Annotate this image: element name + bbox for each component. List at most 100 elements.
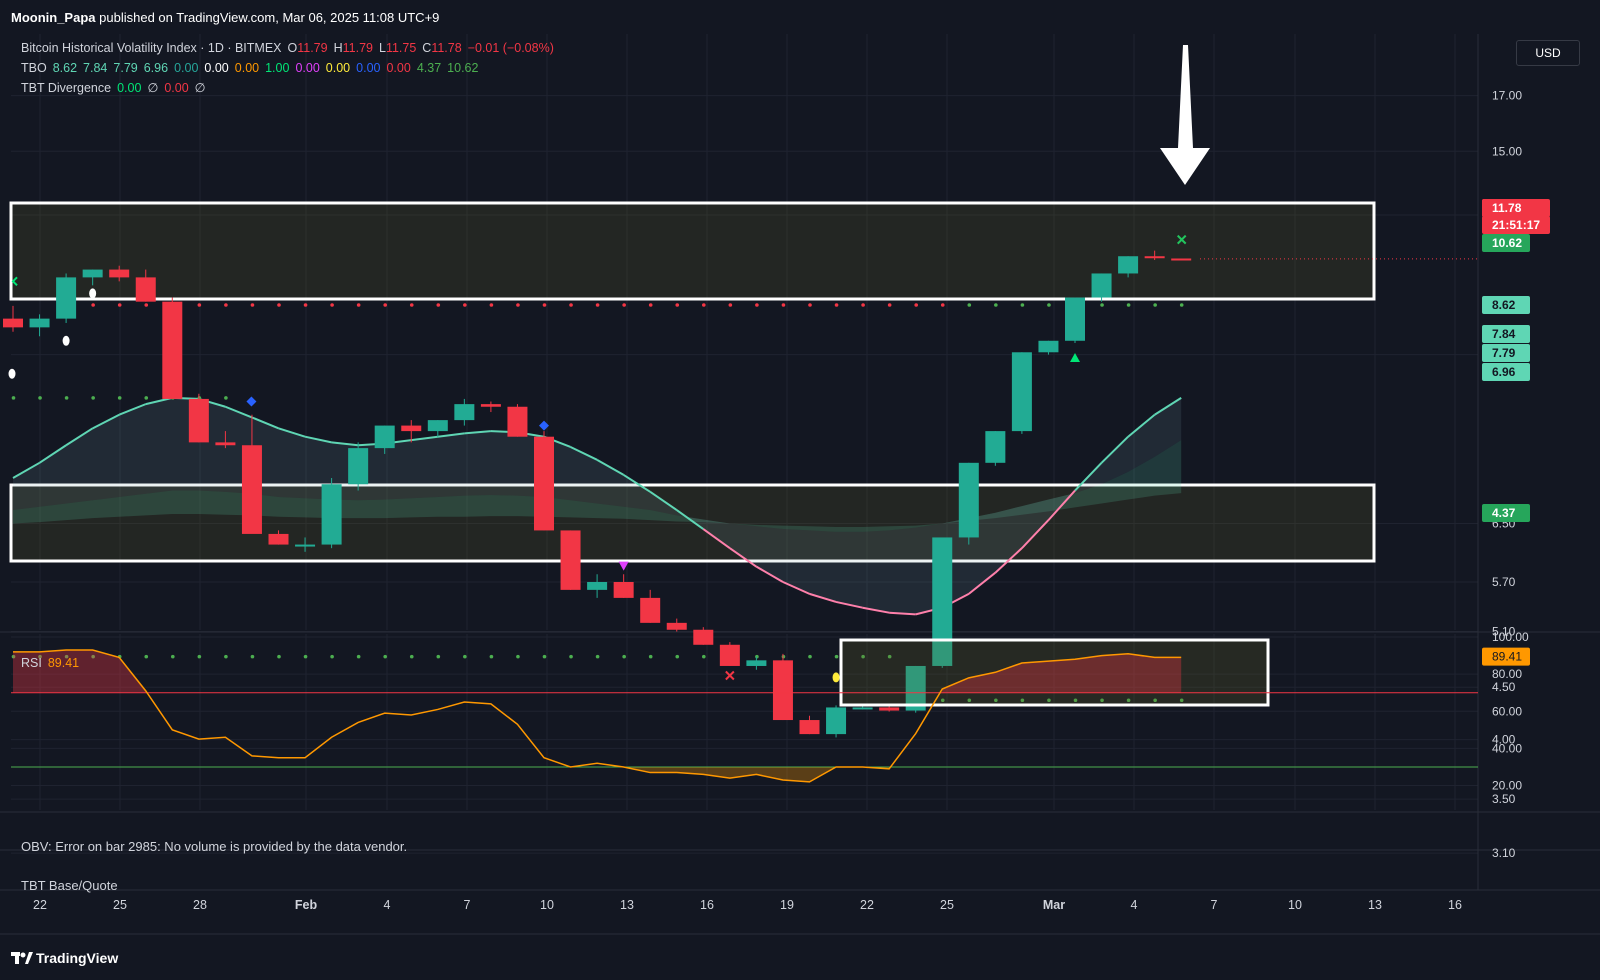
candle-body[interactable] (29, 318, 50, 328)
red-x-marker (725, 670, 735, 681)
price-axis-label: 8.62 (1482, 296, 1530, 314)
candle-body[interactable] (985, 431, 1006, 463)
candle-body[interactable] (215, 442, 236, 446)
currency-button[interactable]: USD (1516, 40, 1580, 66)
candle-body[interactable] (879, 707, 900, 711)
support-dot (702, 654, 706, 659)
candle-body[interactable] (82, 269, 103, 278)
candle-body[interactable] (507, 406, 528, 437)
tradingview-logo[interactable]: TradingView (11, 950, 118, 968)
support-dot (64, 654, 69, 659)
price-tick-label: 17.00 (1492, 89, 1522, 103)
support-dot (1020, 698, 1025, 703)
support-dot (994, 698, 998, 703)
candle-body[interactable] (295, 544, 316, 547)
support-dot (463, 654, 467, 659)
candle-body[interactable] (374, 425, 395, 449)
candle-body[interactable] (1038, 340, 1059, 353)
support-dot (648, 654, 653, 659)
down-arrow-annotation (1160, 45, 1210, 185)
candle-body[interactable] (772, 660, 793, 721)
publisher-name[interactable]: Moonin_Papa published on TradingView.com… (11, 10, 440, 25)
candle-body[interactable] (640, 597, 661, 623)
candle-body[interactable] (1011, 352, 1032, 432)
resistance-dot (648, 303, 653, 307)
candle-body[interactable] (693, 629, 714, 645)
candle-body[interactable] (826, 707, 847, 735)
candle-body[interactable] (719, 644, 740, 666)
support-dot (489, 654, 494, 659)
candle-body[interactable] (666, 622, 687, 630)
candle-body[interactable] (162, 301, 183, 399)
resistance-dot (516, 303, 520, 307)
candle-body[interactable] (613, 581, 634, 598)
candle-body[interactable] (268, 533, 289, 545)
rsi-axis-label: 89.41 (1482, 647, 1530, 666)
candle-body[interactable] (188, 398, 209, 443)
support-dot (1100, 698, 1104, 703)
time-tick-label: 25 (940, 898, 954, 912)
time-tick-label: 22 (33, 898, 47, 912)
legend-value-6: 0.00 (234, 61, 260, 75)
candle-body[interactable] (454, 404, 475, 421)
tbt-base-quote-label[interactable]: TBT Base/Quote (21, 878, 118, 893)
candle-body[interactable] (958, 462, 979, 538)
candle-body[interactable] (401, 425, 422, 432)
candle-body[interactable] (1144, 256, 1165, 259)
low-label: L (378, 41, 386, 55)
candle-body[interactable] (746, 660, 767, 666)
candle-body[interactable] (1091, 273, 1112, 298)
yellow-signal-marker (832, 672, 840, 683)
obv-error-text: OBV: Error on bar 2985: No volume is pro… (21, 839, 408, 854)
support-zone-box[interactable] (9, 483, 1376, 563)
legend-value-12: 4.37 (416, 61, 442, 75)
tbo-fast-segment (1074, 462, 1103, 492)
candle-body[interactable] (480, 404, 501, 407)
legend-value-0: 0.00 (117, 81, 142, 95)
candle-body[interactable] (905, 665, 926, 711)
tbo-fast-segment (702, 528, 731, 549)
candle-body[interactable] (109, 269, 130, 278)
candle-body[interactable] (241, 445, 262, 534)
tbo-fast-segment (118, 403, 147, 416)
legend-value-8: 0.00 (295, 61, 320, 75)
white-signal-marker (62, 335, 70, 346)
candle-body[interactable] (1171, 258, 1192, 261)
tbo-label[interactable]: TBO (21, 61, 47, 75)
candle-body[interactable] (1118, 256, 1139, 274)
candle-body[interactable] (321, 484, 342, 545)
candle-body[interactable] (560, 530, 581, 590)
rsi-highlight-box[interactable] (839, 638, 1270, 707)
candle-body[interactable] (427, 420, 448, 432)
support-dot (91, 654, 95, 659)
candle-body[interactable] (799, 720, 820, 735)
support-dot (1047, 698, 1051, 703)
candle-body[interactable] (56, 277, 77, 319)
candle-body[interactable] (135, 277, 156, 302)
support-dot (409, 654, 414, 659)
resistance-dot (91, 303, 95, 307)
candle-body[interactable] (348, 448, 369, 485)
rsi-label[interactable]: RSI (21, 656, 42, 670)
candle-body[interactable] (587, 581, 608, 590)
resistance-zone-box[interactable] (9, 201, 1376, 301)
resistance-dot (914, 303, 918, 307)
tbt-label[interactable]: TBT Divergence (21, 81, 112, 95)
price-axis-label: 4.37 (1482, 504, 1530, 522)
price-tick-label: 3.10 (1492, 846, 1516, 860)
resistance-dot (1126, 303, 1131, 307)
close-value: 11.78 (431, 41, 462, 55)
candle-body[interactable] (932, 537, 953, 666)
candle-body[interactable] (534, 436, 554, 531)
candle-body[interactable] (852, 707, 873, 710)
support-dot (622, 654, 626, 659)
candle-body[interactable] (1065, 297, 1085, 341)
rsi-pane (11, 638, 1478, 783)
tbo-ribbon (13, 397, 1182, 615)
symbol-title[interactable]: Bitcoin Historical Volatility Index · 1D… (21, 41, 282, 55)
candle-body[interactable] (3, 318, 23, 328)
price-tick-label: 15.00 (1492, 144, 1522, 158)
rsi-tick-label: 20.00 (1492, 779, 1522, 793)
tbo-fast-segment (968, 571, 996, 595)
